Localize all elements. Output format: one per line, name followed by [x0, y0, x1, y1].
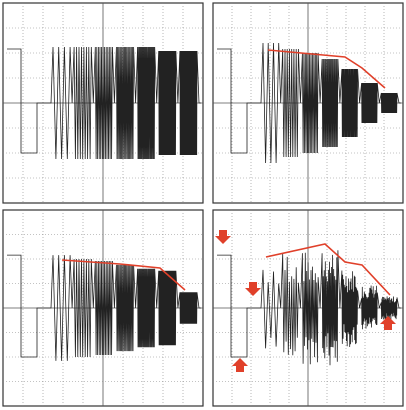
oscilloscope-figure [0, 0, 406, 410]
panels [3, 3, 403, 406]
